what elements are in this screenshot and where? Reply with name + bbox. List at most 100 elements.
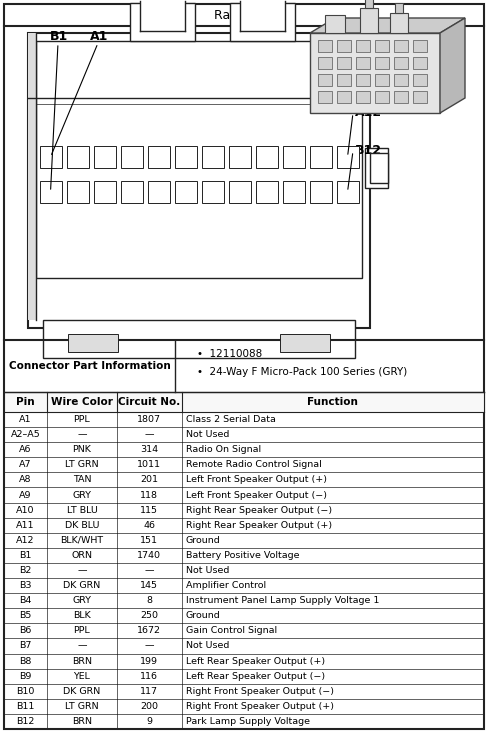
Text: Circuit No.: Circuit No. [118,397,181,407]
Bar [413,57,427,69]
Text: Amplifier Control: Amplifier Control [185,581,266,590]
Bar [130,3,195,41]
Text: BLK/WHT: BLK/WHT [61,536,103,545]
Text: A1: A1 [90,30,108,43]
Text: Left Rear Speaker Output (+): Left Rear Speaker Output (+) [185,657,325,666]
Text: 201: 201 [140,476,158,485]
Text: Right Rear Speaker Output (−): Right Rear Speaker Output (−) [185,506,332,515]
Bar [337,57,351,69]
Text: 151: 151 [140,536,158,545]
Bar [356,40,370,52]
Bar [337,146,359,168]
Text: Left Front Speaker Output (−): Left Front Speaker Output (−) [185,490,326,499]
Text: A8: A8 [20,476,32,485]
Bar [4,392,484,412]
Text: 1011: 1011 [137,460,161,469]
Text: B2: B2 [20,566,32,575]
Text: LT GRN: LT GRN [65,460,99,469]
Bar [94,146,116,168]
Text: Pin: Pin [16,397,35,407]
Bar [256,181,278,203]
Bar [121,181,142,203]
Text: Right Front Speaker Output (+): Right Front Speaker Output (+) [185,702,334,711]
Text: DK BLU: DK BLU [65,520,99,530]
Bar [394,57,408,69]
Bar [375,91,389,103]
Text: 8: 8 [146,596,152,605]
Bar [356,57,370,69]
Bar [40,181,61,203]
Bar [365,148,388,188]
Text: B9: B9 [20,671,32,681]
Bar [147,146,169,168]
Text: —: — [77,641,87,650]
Bar [394,74,408,86]
Text: LT GRN: LT GRN [65,702,99,711]
Text: A9: A9 [20,490,32,499]
Text: Left Front Speaker Output (+): Left Front Speaker Output (+) [185,476,326,485]
Bar [230,3,295,41]
Polygon shape [440,18,465,113]
Bar [413,40,427,52]
Text: 200: 200 [140,702,158,711]
Text: Class 2 Serial Data: Class 2 Serial Data [185,415,275,424]
Bar [228,181,250,203]
Bar [337,91,351,103]
Text: 46: 46 [143,520,155,530]
Bar [228,146,250,168]
Text: 1807: 1807 [137,415,161,424]
Text: B3: B3 [20,581,32,590]
Text: •  12110088: • 12110088 [197,349,262,359]
Text: B6: B6 [20,627,32,636]
Text: Wire Color: Wire Color [51,397,113,407]
Text: Gain Control Signal: Gain Control Signal [185,627,277,636]
Bar [280,334,330,352]
Text: GRY: GRY [73,490,91,499]
Text: Radio, C1: Radio, C1 [214,9,274,21]
Text: BRN: BRN [72,717,92,726]
Text: 1740: 1740 [137,551,161,560]
Text: BRN: BRN [72,657,92,666]
Text: BLK: BLK [73,611,91,620]
Bar [375,74,389,86]
Bar [175,146,197,168]
Text: Instrument Panel Lamp Supply Voltage 1: Instrument Panel Lamp Supply Voltage 1 [185,596,379,605]
Bar [365,0,373,8]
Bar [375,57,389,69]
Bar [283,146,305,168]
Text: 115: 115 [140,506,158,515]
Text: A10: A10 [17,506,35,515]
Bar [337,181,359,203]
Text: —: — [77,566,87,575]
Bar [318,74,332,86]
Bar [147,181,169,203]
Text: B7: B7 [20,641,32,650]
Text: 117: 117 [140,687,158,696]
Bar [283,181,305,203]
Text: Park Lamp Supply Voltage: Park Lamp Supply Voltage [185,717,309,726]
Text: B10: B10 [17,687,35,696]
Bar [121,146,142,168]
Bar [370,153,388,183]
Bar [337,40,351,52]
Text: Ground: Ground [185,536,221,545]
Text: Battery Positive Voltage: Battery Positive Voltage [185,551,299,560]
Bar [325,15,345,33]
Bar [395,3,403,13]
Text: —: — [77,430,87,439]
Text: GRY: GRY [73,596,91,605]
Text: PNK: PNK [73,445,91,454]
Text: DK GRN: DK GRN [63,687,101,696]
Text: PPL: PPL [74,627,90,636]
Text: Not Used: Not Used [185,566,229,575]
Text: A12: A12 [17,536,35,545]
Text: Not Used: Not Used [185,430,229,439]
Bar [413,74,427,86]
Text: —: — [144,641,154,650]
Bar [309,181,331,203]
Text: PPL: PPL [74,415,90,424]
Text: Right Front Speaker Output (−): Right Front Speaker Output (−) [185,687,334,696]
Bar [66,181,88,203]
Bar [240,1,285,31]
Text: B4: B4 [20,596,32,605]
